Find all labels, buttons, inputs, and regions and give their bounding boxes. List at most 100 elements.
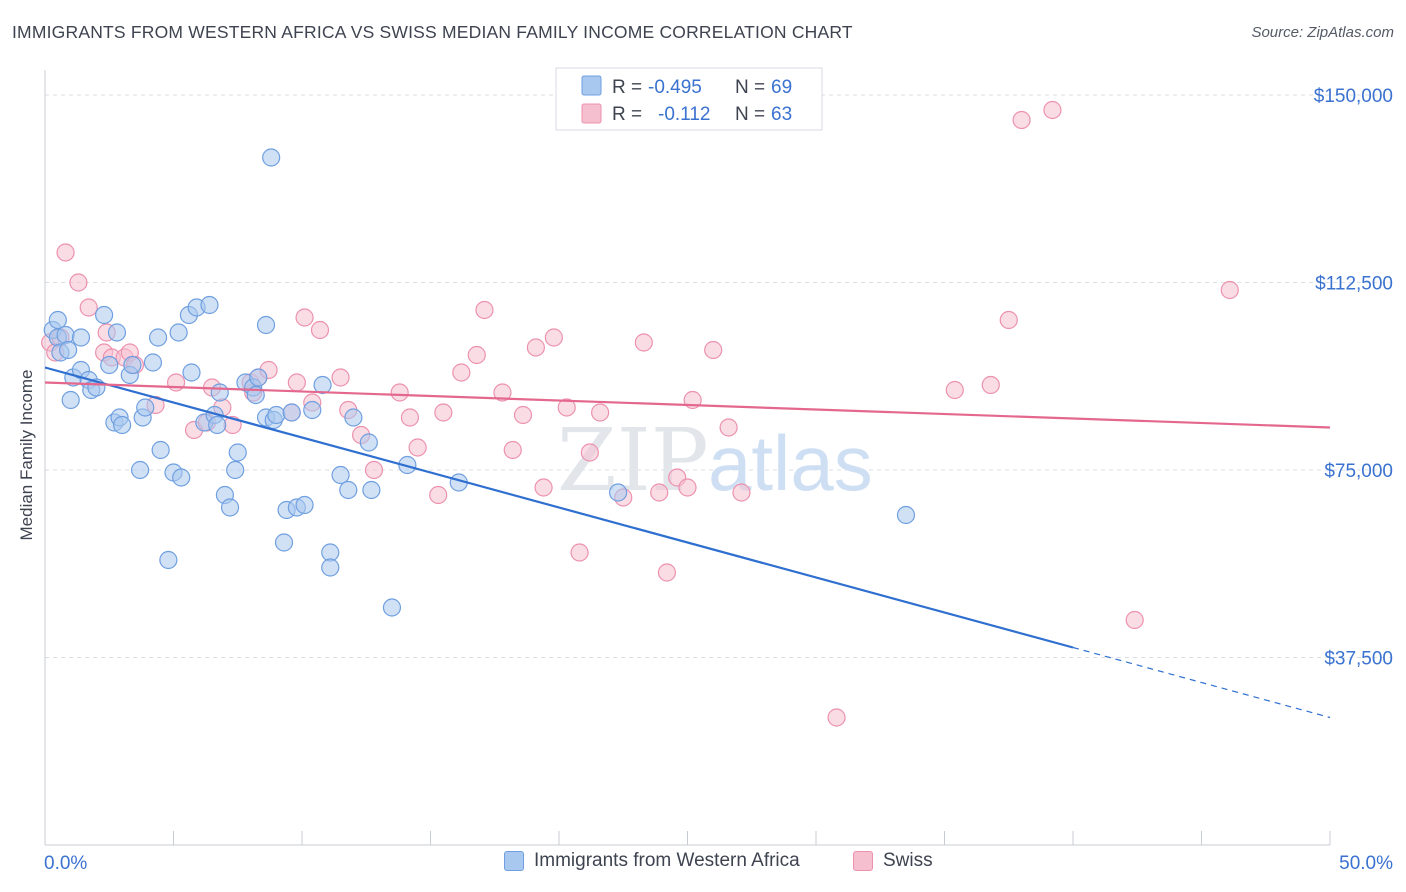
swiss-point xyxy=(295,308,314,327)
western-africa-point xyxy=(172,468,191,487)
swiss-point xyxy=(493,383,512,402)
trend-lines xyxy=(44,366,1331,719)
swiss-point xyxy=(534,478,553,497)
western-africa-point xyxy=(220,498,240,517)
tick-labels: $150,000 $112,500 $75,000 $37,500 0.0% 50.0% xyxy=(44,86,1393,874)
swiss-point xyxy=(544,328,563,347)
western-africa-point xyxy=(151,440,170,460)
swiss-point xyxy=(591,403,610,422)
swiss-point xyxy=(678,478,697,497)
swiss-point xyxy=(1220,280,1239,300)
western-africa-point xyxy=(321,558,340,577)
swiss-point xyxy=(429,485,448,505)
swiss-point xyxy=(1012,110,1031,130)
swiss-point xyxy=(408,438,427,457)
western-africa-point xyxy=(256,315,276,335)
western-africa-point xyxy=(282,403,301,422)
swiss-point xyxy=(827,708,846,727)
swiss-point xyxy=(999,310,1018,330)
swiss-point xyxy=(310,320,330,340)
western-africa-point xyxy=(159,550,178,570)
western-africa-point xyxy=(208,415,227,435)
western-africa-trend-line xyxy=(44,366,1074,649)
swiss-point xyxy=(570,543,589,562)
western-africa-point xyxy=(267,405,286,425)
western-africa-point xyxy=(107,323,127,342)
watermark: ZIP atlas xyxy=(557,411,873,511)
legend-n-label-1: N = xyxy=(735,77,765,98)
legend-r-label-1: R = xyxy=(612,77,642,98)
legend-r-label-2: R = xyxy=(612,104,642,125)
legend-n-label-2: N = xyxy=(735,104,765,125)
western-africa-point xyxy=(210,383,229,402)
western-africa-point xyxy=(303,400,322,420)
legend-label-western-africa: Immigrants from Western Africa xyxy=(534,850,800,871)
legend-r-value-2: -0.112 xyxy=(658,104,710,125)
western-africa-point xyxy=(339,480,358,500)
chart-source: Source: ZipAtlas.com xyxy=(1251,24,1394,41)
chart-title: IMMIGRANTS FROM WESTERN AFRICA VS SWISS … xyxy=(12,22,853,42)
western-africa-point xyxy=(249,368,268,387)
western-africa-point xyxy=(130,460,150,480)
swiss-point xyxy=(364,460,384,480)
swiss-trend-line xyxy=(44,381,1331,429)
swiss-point xyxy=(475,300,494,320)
swiss-point xyxy=(981,375,1000,395)
swiss-point xyxy=(503,440,522,460)
western-africa-point xyxy=(313,375,332,395)
series-legend: Immigrants from Western Africa Swiss xyxy=(0,850,1406,880)
western-africa-point xyxy=(56,325,75,345)
swiss-point xyxy=(657,563,677,582)
swiss-point xyxy=(719,418,738,437)
swiss-point xyxy=(1125,610,1144,630)
western-africa-point xyxy=(896,505,916,525)
y-tick-label: $37,500 xyxy=(1324,649,1393,670)
western-africa-point xyxy=(274,533,294,552)
x-tick-label-max: 50.0% xyxy=(1339,853,1393,874)
y-tick-label: $112,500 xyxy=(1315,274,1393,295)
western-africa-point xyxy=(148,328,168,347)
legend-swatch-pink xyxy=(581,103,602,124)
western-africa-point xyxy=(295,495,314,515)
swiss-point xyxy=(56,243,75,262)
swiss-point xyxy=(526,338,545,357)
axes xyxy=(44,70,1331,846)
swiss-point xyxy=(69,273,88,292)
western-africa-point xyxy=(262,148,281,167)
swiss-point xyxy=(513,405,533,425)
swiss-point xyxy=(467,345,486,365)
legend-r-value-1: -0.495 xyxy=(648,77,702,98)
swiss-point xyxy=(580,443,599,462)
swiss-point xyxy=(400,408,420,427)
swiss-point xyxy=(1043,100,1062,120)
western-africa-point xyxy=(61,390,80,410)
western-africa-point xyxy=(609,483,628,502)
western-africa-point xyxy=(200,295,219,315)
western-africa-point xyxy=(112,415,132,435)
legend-label-swiss: Swiss xyxy=(883,850,933,871)
data-points xyxy=(41,100,1239,727)
legend-item-western-africa: Immigrants from Western Africa xyxy=(504,850,800,872)
swiss-point xyxy=(452,363,471,382)
legend-n-value-1: 69 xyxy=(771,77,792,98)
swiss-point xyxy=(650,483,669,502)
western-africa-point xyxy=(100,355,119,375)
y-tick-label: $75,000 xyxy=(1324,461,1393,482)
western-africa-point xyxy=(359,433,378,452)
swiss-point xyxy=(287,373,306,392)
swiss-point xyxy=(945,380,964,400)
western-africa-trend-extension xyxy=(1072,646,1331,719)
western-africa-point xyxy=(344,408,363,427)
western-africa-point xyxy=(136,398,155,417)
western-africa-point xyxy=(48,310,67,330)
western-africa-point xyxy=(143,353,163,372)
western-africa-point xyxy=(226,460,245,480)
legend-item-swiss: Swiss xyxy=(853,850,933,872)
western-africa-point xyxy=(71,328,91,347)
swiss-point xyxy=(634,333,653,352)
western-africa-point xyxy=(123,355,142,375)
western-africa-point xyxy=(95,305,114,325)
y-tick-label: $150,000 xyxy=(1314,86,1393,107)
swiss-point xyxy=(390,383,409,402)
